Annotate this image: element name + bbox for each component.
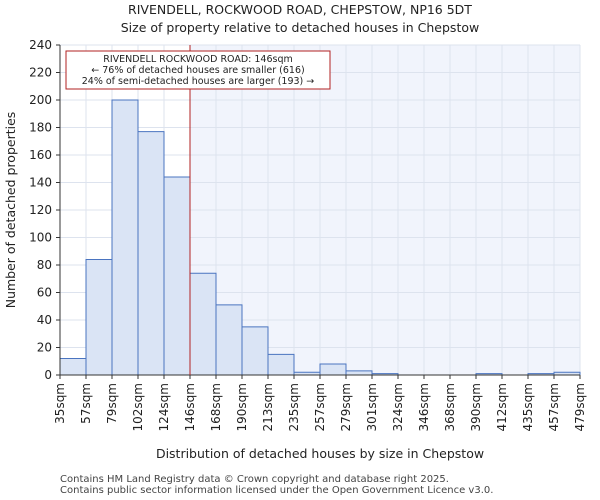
bar [215,304,243,376]
x-tick-label: 124sqm [157,383,171,431]
x-tick-label: 301sqm [365,383,379,431]
y-tick-label: 0 [44,368,52,382]
x-tick-label: 213sqm [261,383,275,431]
x-tick-label: 235sqm [287,383,301,431]
x-tick-label: 479sqm [573,383,587,431]
y-tick-label: 160 [29,148,52,162]
x-tick-label: 457sqm [547,383,561,431]
bar [319,363,347,376]
x-tick-label: 102sqm [131,383,145,431]
x-tick-label: 346sqm [417,383,431,431]
annotation-box [65,50,331,90]
x-tick-label: 146sqm [183,383,197,431]
x-tick-label: 168sqm [209,383,223,431]
y-tick-label: 140 [29,176,52,190]
x-tick-label: 390sqm [469,383,483,431]
x-tick-label: 368sqm [443,383,457,431]
y-tick-label: 120 [29,203,52,217]
footer-line-2: Contains public sector information licen… [60,485,494,496]
chart-subtitle: Size of property relative to detached ho… [120,20,480,35]
bar [345,370,373,376]
y-tick-label: 60 [37,286,52,300]
x-tick-label: 57sqm [79,383,93,424]
x-tick-label: 279sqm [339,383,353,431]
y-tick-label: 240 [29,38,52,52]
x-axis-title: Distribution of detached houses by size … [156,446,484,461]
y-axis-title: Number of detached properties [3,112,18,309]
y-tick-label: 100 [29,231,52,245]
bar [163,176,191,376]
y-tick-label: 220 [29,66,52,80]
bar [267,353,295,376]
annotation-line: 24% of semi-detached houses are larger (… [82,76,315,87]
annotation-line: RIVENDELL ROCKWOOD ROAD: 146sqm [103,54,293,65]
y-tick-label: 180 [29,121,52,135]
bar [59,358,87,376]
annotation-line: ← 76% of detached houses are smaller (61… [91,65,304,76]
y-tick-label: 200 [29,93,52,107]
bar [189,272,217,376]
x-tick-label: 435sqm [521,383,535,431]
y-tick-label: 40 [37,313,52,327]
bar [137,131,165,376]
bar [241,326,269,376]
x-tick-label: 190sqm [235,383,249,431]
bar [85,259,113,376]
bar [111,99,139,376]
footer-line-1: Contains HM Land Registry data © Crown c… [60,474,449,485]
x-tick-label: 257sqm [313,383,327,431]
y-tick-label: 20 [37,341,52,355]
chart-title: RIVENDELL, ROCKWOOD ROAD, CHEPSTOW, NP16… [128,2,472,17]
x-tick-label: 324sqm [391,383,405,431]
x-tick-label: 35sqm [53,383,67,424]
x-tick-label: 412sqm [495,383,509,431]
x-tick-label: 79sqm [105,383,119,424]
y-tick-label: 80 [37,258,52,272]
